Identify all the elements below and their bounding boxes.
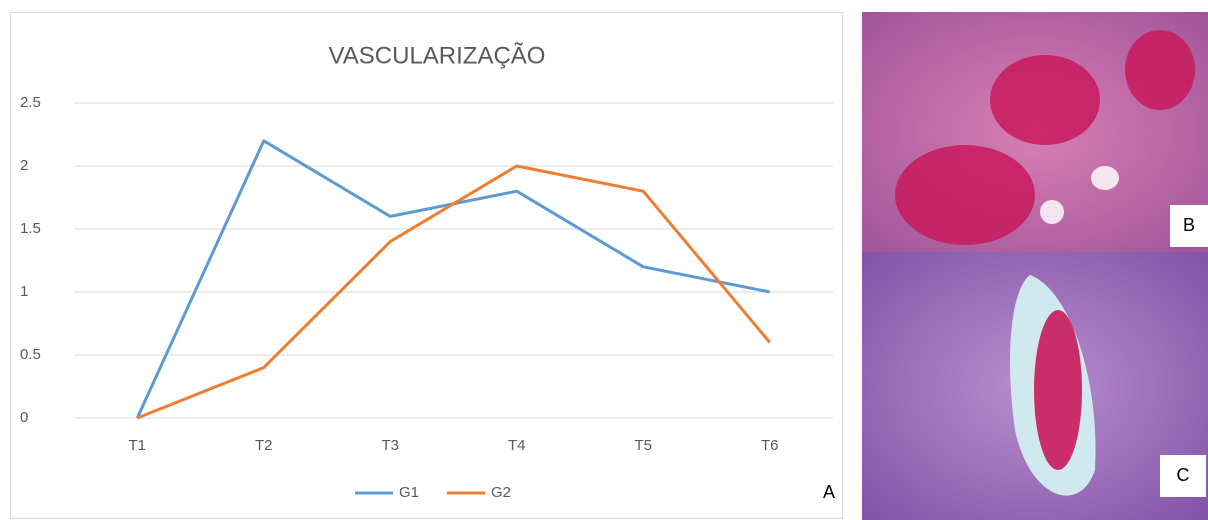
panel-label: A [823,482,835,502]
x-tick-label: T2 [255,437,273,454]
y-tick-label: 1 [20,283,28,300]
chart-title: VASCULARIZAÇÃO [329,42,546,69]
y-tick-label: 0.5 [20,346,41,363]
y-tick-label: 2.5 [20,94,41,111]
y-tick-label: 0 [20,409,28,426]
data-line [136,164,771,420]
x-tick-label: T4 [508,437,526,454]
micrograph-b: B [862,12,1208,252]
legend-label: G1 [399,484,419,501]
x-tick-label: T3 [381,437,399,454]
panel-label: B [1183,215,1195,235]
panel-label: C [1177,465,1190,485]
x-tick-label: T5 [634,437,652,454]
x-tick-label: T6 [761,437,779,454]
y-tick-label: 1.5 [20,220,41,237]
y-tick-label: 2 [20,157,28,174]
micrograph-c: C [862,252,1208,520]
legend-label: G2 [491,484,511,501]
x-tick-label: T1 [128,437,146,454]
